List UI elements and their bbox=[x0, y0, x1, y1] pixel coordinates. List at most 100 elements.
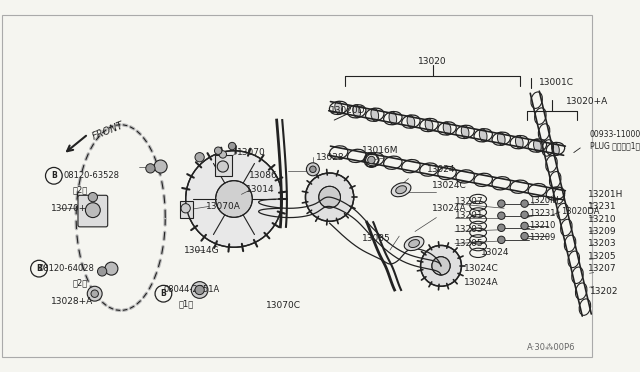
Ellipse shape bbox=[353, 105, 360, 118]
Text: 13209: 13209 bbox=[588, 227, 616, 236]
Circle shape bbox=[88, 192, 97, 202]
Ellipse shape bbox=[396, 186, 406, 194]
Text: B: B bbox=[36, 264, 42, 273]
Text: 13203: 13203 bbox=[588, 239, 616, 248]
Ellipse shape bbox=[389, 112, 397, 125]
Text: 13205: 13205 bbox=[455, 239, 484, 248]
Ellipse shape bbox=[479, 129, 487, 142]
Text: 13020DA: 13020DA bbox=[561, 206, 599, 215]
Ellipse shape bbox=[552, 142, 559, 155]
Text: 13231: 13231 bbox=[588, 202, 616, 211]
Circle shape bbox=[319, 186, 340, 208]
Ellipse shape bbox=[371, 108, 379, 121]
Text: 13016M: 13016M bbox=[362, 146, 399, 155]
Ellipse shape bbox=[497, 132, 505, 145]
Text: 13085: 13085 bbox=[362, 234, 391, 243]
FancyBboxPatch shape bbox=[78, 195, 108, 227]
Circle shape bbox=[228, 142, 236, 150]
Circle shape bbox=[146, 164, 155, 173]
Circle shape bbox=[191, 282, 208, 298]
Text: PLUG プラグ（1）: PLUG プラグ（1） bbox=[589, 142, 640, 151]
Ellipse shape bbox=[461, 125, 469, 138]
Text: 13210: 13210 bbox=[529, 221, 556, 230]
Circle shape bbox=[521, 200, 528, 207]
Circle shape bbox=[195, 153, 204, 162]
Text: 13020D: 13020D bbox=[330, 106, 365, 115]
Ellipse shape bbox=[409, 240, 419, 247]
Circle shape bbox=[154, 160, 167, 173]
Text: 13203: 13203 bbox=[455, 225, 484, 234]
Text: 13231: 13231 bbox=[529, 209, 556, 218]
Ellipse shape bbox=[425, 119, 433, 131]
Text: B: B bbox=[161, 289, 166, 298]
Text: 00933-11000: 00933-11000 bbox=[589, 129, 640, 138]
Text: 13070A: 13070A bbox=[206, 202, 241, 211]
Text: 13024A: 13024A bbox=[464, 278, 499, 287]
Circle shape bbox=[432, 257, 450, 275]
Text: 13201: 13201 bbox=[455, 211, 484, 220]
Ellipse shape bbox=[534, 139, 541, 152]
Text: 13024: 13024 bbox=[481, 248, 509, 257]
Text: 13028+A: 13028+A bbox=[51, 296, 93, 306]
Circle shape bbox=[87, 286, 102, 301]
Text: 13210: 13210 bbox=[588, 215, 616, 224]
Ellipse shape bbox=[407, 115, 415, 128]
Text: 13209: 13209 bbox=[529, 234, 556, 243]
Circle shape bbox=[305, 173, 354, 221]
Text: 13020+A: 13020+A bbox=[566, 97, 609, 106]
Text: 13024C: 13024C bbox=[432, 180, 467, 190]
Circle shape bbox=[521, 232, 528, 240]
Circle shape bbox=[186, 151, 282, 247]
Circle shape bbox=[195, 285, 204, 295]
Circle shape bbox=[216, 181, 252, 217]
Text: 1320lH: 1320lH bbox=[529, 196, 559, 205]
Text: FRONT: FRONT bbox=[91, 121, 125, 142]
Text: 08044-2751A: 08044-2751A bbox=[163, 285, 220, 295]
Bar bbox=[216, 155, 232, 176]
Ellipse shape bbox=[515, 136, 523, 148]
Ellipse shape bbox=[335, 102, 342, 114]
Circle shape bbox=[85, 203, 100, 218]
Text: （1）: （1） bbox=[179, 299, 193, 308]
Text: 13202: 13202 bbox=[589, 287, 618, 296]
Circle shape bbox=[217, 161, 228, 172]
Ellipse shape bbox=[443, 122, 451, 135]
Circle shape bbox=[91, 290, 99, 297]
Circle shape bbox=[214, 147, 222, 154]
Circle shape bbox=[367, 156, 375, 164]
Text: 13014: 13014 bbox=[246, 185, 275, 194]
Text: 13020: 13020 bbox=[419, 57, 447, 66]
Circle shape bbox=[521, 222, 528, 230]
Circle shape bbox=[498, 224, 505, 231]
Text: 13001C: 13001C bbox=[538, 78, 573, 87]
Bar bbox=[180, 201, 193, 218]
Text: （2）: （2） bbox=[72, 278, 88, 287]
Circle shape bbox=[97, 267, 107, 276]
Circle shape bbox=[498, 200, 505, 207]
Text: 08120-64028: 08120-64028 bbox=[39, 264, 95, 273]
Text: （2）: （2） bbox=[72, 185, 88, 194]
Circle shape bbox=[219, 151, 227, 158]
Text: 13201H: 13201H bbox=[588, 190, 623, 199]
Circle shape bbox=[105, 262, 118, 275]
Text: 13024C: 13024C bbox=[464, 264, 499, 273]
Circle shape bbox=[181, 203, 190, 213]
Ellipse shape bbox=[391, 183, 411, 197]
Circle shape bbox=[307, 163, 319, 176]
Text: 13205: 13205 bbox=[588, 252, 616, 261]
Circle shape bbox=[498, 236, 505, 244]
Text: 13024A: 13024A bbox=[432, 204, 467, 213]
Text: 13070+A: 13070+A bbox=[51, 204, 93, 213]
Circle shape bbox=[521, 211, 528, 218]
Text: 13086: 13086 bbox=[249, 171, 278, 180]
Text: 13014G: 13014G bbox=[184, 246, 220, 254]
Circle shape bbox=[420, 246, 461, 286]
Text: 13070: 13070 bbox=[237, 148, 266, 157]
Text: 13024: 13024 bbox=[427, 165, 456, 174]
Ellipse shape bbox=[404, 237, 424, 251]
Text: A·30⁂00P6: A·30⁂00P6 bbox=[527, 343, 575, 352]
Circle shape bbox=[498, 212, 505, 219]
Circle shape bbox=[310, 166, 316, 173]
Text: 13207: 13207 bbox=[588, 264, 616, 273]
Text: 13207: 13207 bbox=[455, 197, 484, 206]
